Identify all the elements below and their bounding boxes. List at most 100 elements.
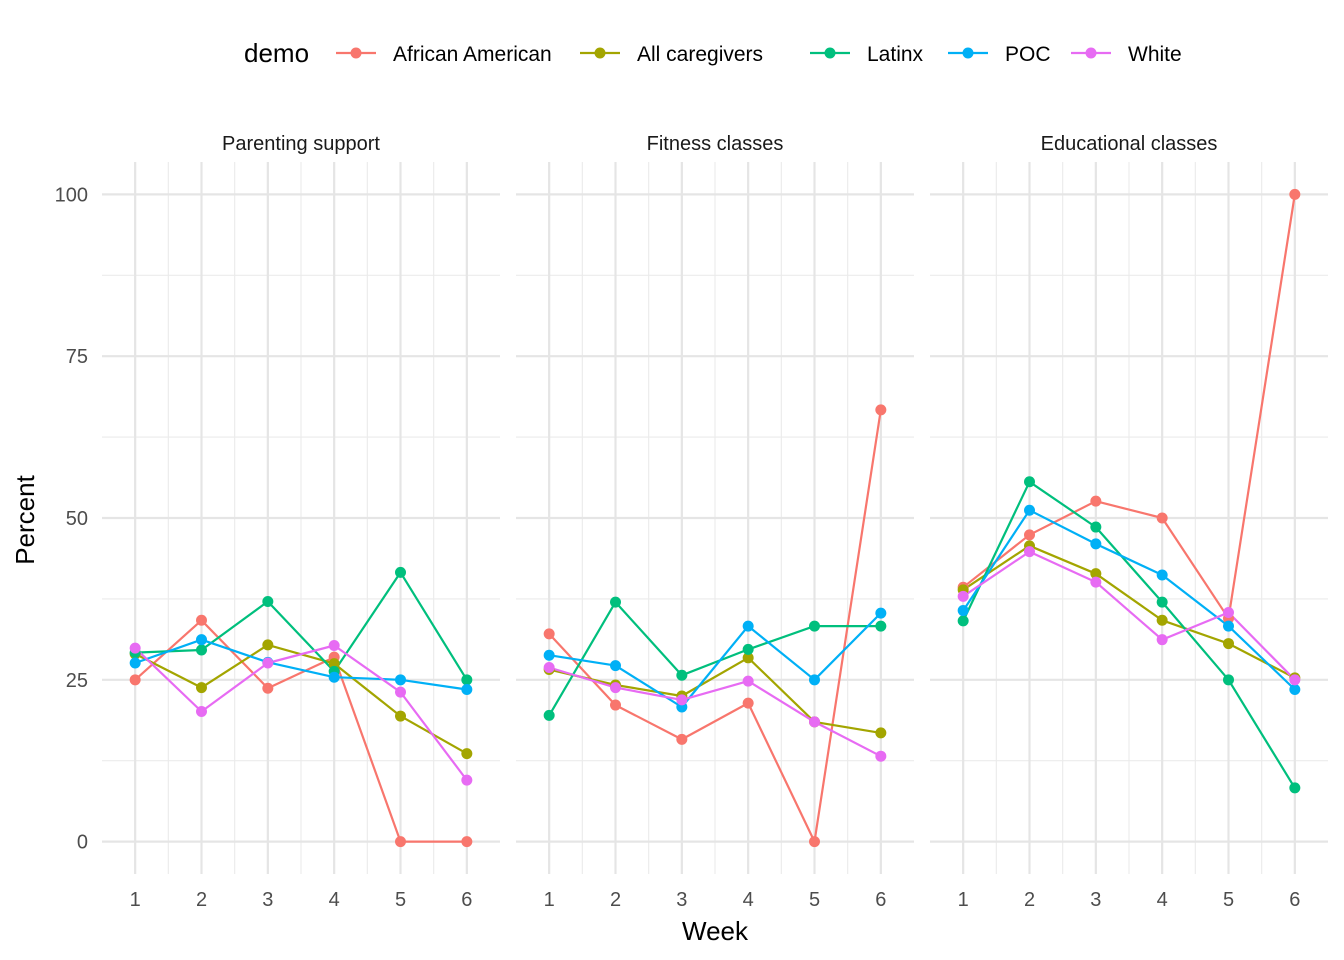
x-tick-label: 1 xyxy=(544,889,555,911)
y-axis-title: Percent xyxy=(10,474,40,564)
legend: demo African American All caregivers Latin… xyxy=(244,38,1182,68)
data-point-poc xyxy=(328,671,340,683)
series-line-latinx xyxy=(548,600,881,716)
data-point-african-american xyxy=(875,404,887,416)
data-point-white xyxy=(875,750,887,762)
data-point-african-american xyxy=(742,697,754,709)
data-point-african-american xyxy=(461,836,473,848)
legend-label: White xyxy=(1128,43,1182,66)
x-tick-label: 4 xyxy=(1157,889,1168,911)
legend-item-latinx: Latinx xyxy=(810,43,924,66)
series-line-white xyxy=(548,666,882,758)
data-point-african-american xyxy=(1024,529,1035,541)
series-line-all-caregivers xyxy=(962,544,1296,679)
data-point-white xyxy=(328,640,340,652)
y-tick-label: 75 xyxy=(66,346,88,368)
data-point-african-american xyxy=(395,836,406,848)
legend-item-all-caregivers: All caregivers xyxy=(580,43,763,66)
data-point-poc xyxy=(1289,684,1301,696)
data-point-african-american xyxy=(809,836,820,848)
legend-label: African American xyxy=(393,43,552,66)
data-point-white xyxy=(1289,674,1301,686)
data-point-white xyxy=(1156,634,1168,646)
x-tick-label: 2 xyxy=(610,889,621,911)
panel-title: Parenting support xyxy=(222,133,380,155)
data-point-latinx xyxy=(1024,476,1035,488)
data-point-poc xyxy=(957,605,969,617)
data-point-poc xyxy=(543,649,555,661)
data-point-latinx xyxy=(875,620,887,632)
x-tick-label: 5 xyxy=(395,889,406,911)
legend-item-poc: POC xyxy=(948,43,1051,66)
data-point-poc xyxy=(1156,569,1168,581)
x-tick-label: 6 xyxy=(875,889,886,911)
data-point-latinx xyxy=(196,644,207,656)
series-line-poc xyxy=(549,612,882,709)
data-point-latinx xyxy=(395,566,406,578)
data-point-latinx xyxy=(543,709,555,721)
x-tick-label: 4 xyxy=(743,889,754,911)
legend-swatch-point xyxy=(350,47,362,59)
legend-item-white: White xyxy=(1071,43,1182,66)
series-line-latinx xyxy=(962,480,1296,789)
x-tick-label: 2 xyxy=(196,889,207,911)
legend-label: Latinx xyxy=(867,43,924,66)
data-point-all-caregivers xyxy=(875,727,887,739)
y-tick-label: 0 xyxy=(77,832,88,854)
data-point-white xyxy=(1223,607,1234,619)
series-line-white xyxy=(962,550,1296,681)
data-point-all-caregivers xyxy=(742,652,754,664)
data-point-white xyxy=(809,716,820,728)
legend-label: POC xyxy=(1005,43,1051,66)
data-point-white xyxy=(262,657,274,669)
series-line-african-american xyxy=(134,619,467,843)
series-line-african-american xyxy=(548,409,882,843)
data-point-african-american xyxy=(676,733,688,745)
y-tick-label: 100 xyxy=(55,184,88,206)
panel-fitness-classes: Fitness classes 1 2 3 4 5 6 xyxy=(516,133,914,911)
data-point-latinx xyxy=(809,620,820,632)
panel-title: Fitness classes xyxy=(647,133,784,155)
legend-swatch-point xyxy=(594,47,606,59)
data-point-all-caregivers xyxy=(395,710,406,722)
data-point-african-american xyxy=(1156,512,1168,524)
data-point-poc xyxy=(461,684,473,696)
x-tick-label: 3 xyxy=(1090,889,1101,911)
legend-swatch-point xyxy=(824,47,836,59)
x-tick-label: 6 xyxy=(461,889,472,911)
legend-swatch-point xyxy=(962,47,974,59)
x-tick-label: 3 xyxy=(262,889,273,911)
data-point-poc xyxy=(809,674,820,686)
data-point-all-caregivers xyxy=(328,658,340,670)
series-line-latinx xyxy=(135,571,468,681)
series-line-all-caregivers xyxy=(548,656,881,734)
data-point-latinx xyxy=(1289,782,1301,794)
data-point-all-caregivers xyxy=(262,639,274,651)
data-point-white xyxy=(543,662,555,674)
x-axis-title: Week xyxy=(682,916,749,946)
legend-swatch-point xyxy=(1085,47,1097,59)
data-point-white xyxy=(676,694,688,706)
data-point-poc xyxy=(395,674,406,686)
data-point-poc xyxy=(742,620,754,632)
data-point-african-american xyxy=(1289,188,1301,200)
data-point-poc xyxy=(196,634,207,646)
data-point-white xyxy=(461,774,473,786)
y-axis: 0 25 50 75 100 xyxy=(55,184,88,853)
series-line-poc xyxy=(962,509,1296,691)
data-point-white xyxy=(957,590,969,602)
data-point-latinx xyxy=(262,595,274,607)
x-tick-label: 6 xyxy=(1289,889,1300,911)
x-tick-label: 4 xyxy=(329,889,340,911)
data-point-white xyxy=(1090,576,1102,588)
panel-parenting-support: Parenting support 1 2 3 4 5 6 xyxy=(102,133,500,911)
data-point-african-american xyxy=(610,699,621,711)
data-point-poc xyxy=(875,607,887,619)
x-tick-label: 5 xyxy=(1223,889,1234,911)
data-point-white xyxy=(196,706,207,718)
x-tick-label: 1 xyxy=(958,889,969,911)
data-point-latinx xyxy=(610,596,621,608)
x-tick-label: 5 xyxy=(809,889,820,911)
x-tick-label: 3 xyxy=(676,889,687,911)
